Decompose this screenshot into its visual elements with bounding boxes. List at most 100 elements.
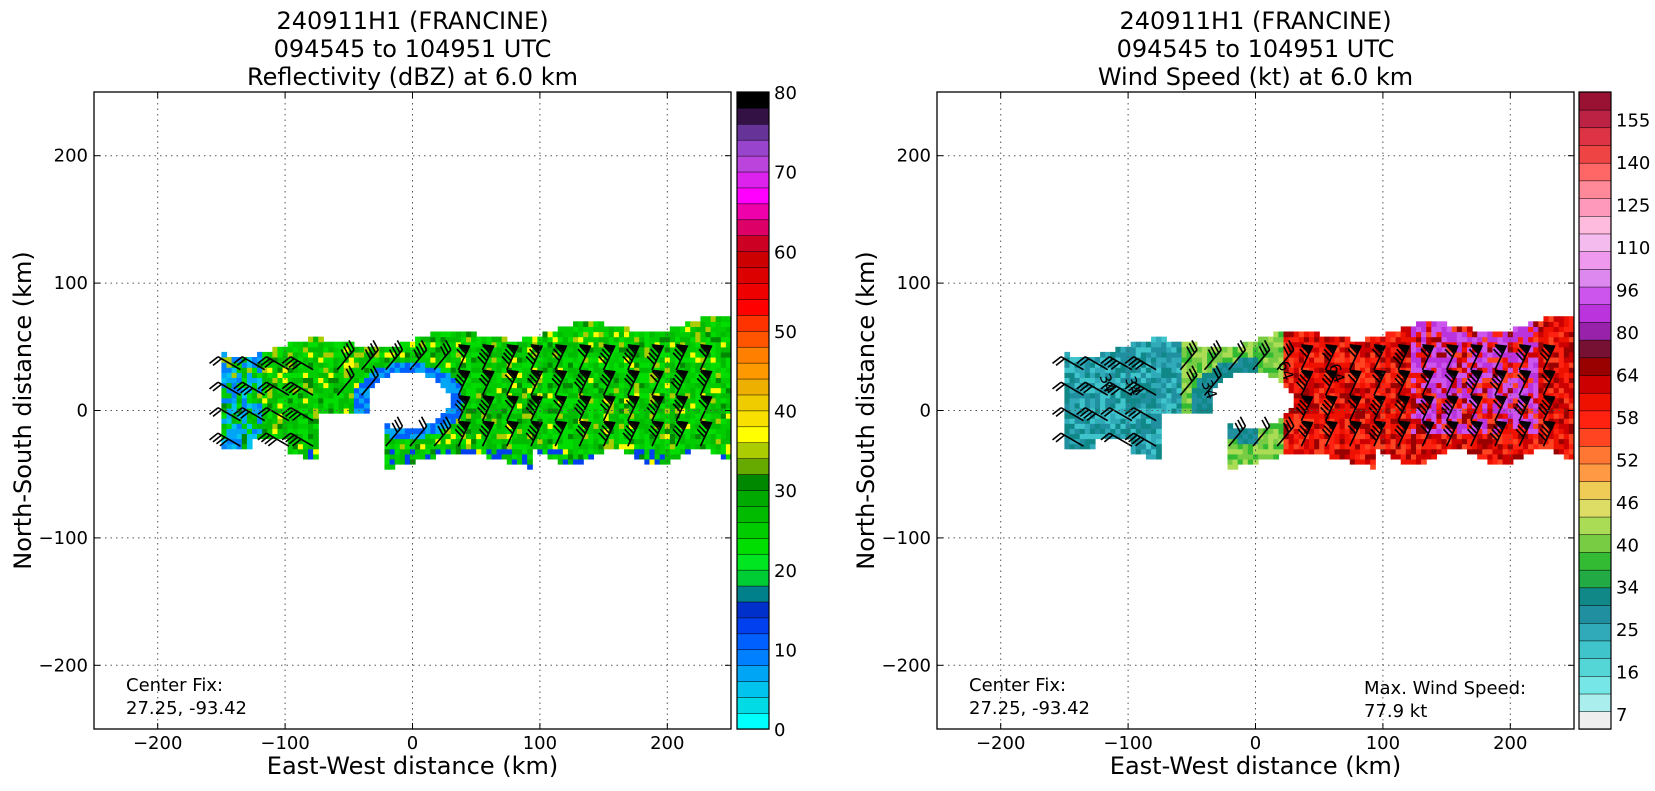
field-cell [1115, 352, 1121, 358]
field-cell [593, 367, 599, 373]
field-cell [1467, 337, 1473, 343]
field-cell [731, 433, 737, 439]
field-cell [502, 413, 508, 419]
field-cell [1462, 388, 1468, 394]
field-cell [670, 367, 676, 373]
field-cell [313, 362, 319, 368]
field-cell [1161, 377, 1167, 383]
field-cell [583, 413, 589, 419]
field-cell [384, 433, 390, 439]
colorbar-swatch [737, 203, 769, 219]
field-cell [313, 357, 319, 363]
field-cell [379, 367, 385, 373]
field-cell [1549, 321, 1555, 327]
field-cell [522, 377, 528, 383]
field-cell [609, 332, 615, 338]
field-cell [1426, 444, 1432, 450]
field-cell [1161, 357, 1167, 363]
field-cell [441, 377, 447, 383]
field-cell [588, 454, 594, 460]
field-cell [303, 393, 309, 399]
field-cell [1273, 357, 1279, 363]
field-cell [532, 337, 538, 343]
field-cell [1436, 408, 1442, 414]
field-cell [517, 439, 523, 445]
field-cell [1314, 352, 1320, 358]
field-cell [476, 433, 482, 439]
field-cell [1197, 398, 1203, 404]
field-cell [1436, 423, 1442, 429]
field-cell [1533, 433, 1539, 439]
field-cell [1416, 367, 1422, 373]
colorbar-swatch [737, 713, 769, 729]
field-cell [1442, 418, 1448, 424]
field-cell [1452, 388, 1458, 394]
field-cell [461, 332, 467, 338]
field-cell [721, 326, 727, 332]
field-cell [639, 454, 645, 460]
field-cell [471, 377, 477, 383]
chart-title-line: 240911H1 (FRANCINE) [1119, 7, 1391, 35]
field-cell [390, 449, 396, 455]
field-cell [1314, 449, 1320, 455]
field-cell [1090, 367, 1096, 373]
field-cell [639, 418, 645, 424]
field-cell [1309, 449, 1315, 455]
field-cell [1477, 413, 1483, 419]
field-cell [415, 337, 421, 343]
field-cell [1457, 444, 1463, 450]
field-cell [1538, 418, 1544, 424]
field-cell [716, 388, 722, 394]
colorbar-swatch [737, 92, 769, 108]
field-cell [1365, 418, 1371, 424]
field-cell [609, 337, 615, 343]
field-cell [1243, 357, 1249, 363]
field-cell [568, 423, 574, 429]
field-cell [731, 316, 737, 322]
field-cell [232, 403, 238, 409]
field-cell [1192, 388, 1198, 394]
field-cell [1319, 433, 1325, 439]
field-cell [237, 423, 243, 429]
field-cell [639, 382, 645, 388]
field-cell [1426, 321, 1432, 327]
field-cell [721, 388, 727, 394]
field-cell [1304, 449, 1310, 455]
field-cell [1416, 332, 1422, 338]
field-cell [542, 377, 548, 383]
field-cell [497, 444, 503, 450]
field-cell [237, 439, 243, 445]
field-cell [313, 367, 319, 373]
field-cell [680, 388, 686, 394]
field-cell [1334, 454, 1340, 460]
field-cell [1528, 377, 1534, 383]
field-cell [716, 321, 722, 327]
field-cell [1406, 459, 1412, 465]
field-cell [542, 357, 548, 363]
field-cell [1319, 342, 1325, 348]
field-cell [384, 352, 390, 358]
field-cell [1452, 337, 1458, 343]
field-cell [1513, 413, 1519, 419]
field-cell [1442, 413, 1448, 419]
field-cell [1151, 357, 1157, 363]
field-cell [318, 388, 324, 394]
field-cell [1554, 382, 1560, 388]
field-cell [1069, 428, 1075, 434]
field-cell [1487, 449, 1493, 455]
field-cell [1314, 377, 1320, 383]
field-cell [716, 423, 722, 429]
field-cell [435, 337, 441, 343]
field-cell [1431, 326, 1437, 332]
field-cell [1136, 449, 1142, 455]
field-cell [1462, 347, 1468, 353]
field-cell [573, 459, 579, 465]
field-cell [242, 444, 248, 450]
field-cell [1182, 408, 1188, 414]
field-cell [272, 393, 278, 399]
field-cell [1538, 337, 1544, 343]
field-cell [1452, 332, 1458, 338]
field-cell [1146, 428, 1152, 434]
field-cell [649, 449, 655, 455]
field-cell [1151, 347, 1157, 353]
